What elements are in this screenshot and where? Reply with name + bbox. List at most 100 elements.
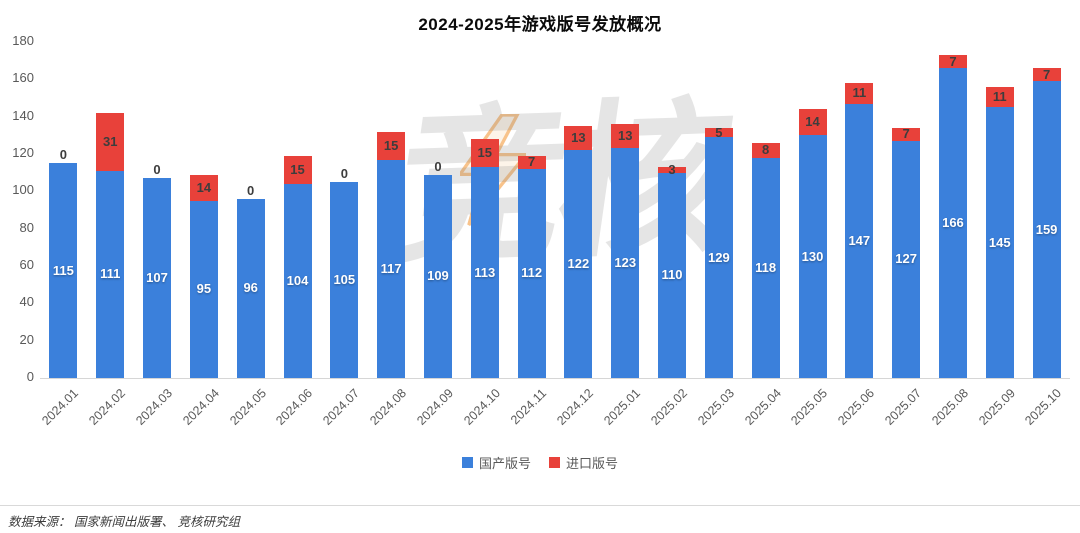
imported-segment <box>96 112 125 171</box>
x-axis-label: 2024.09 <box>414 386 456 428</box>
domestic-value-label: 111 <box>100 266 121 282</box>
x-axis-label: 2024.02 <box>86 386 129 428</box>
y-tick-label: 20 <box>19 331 34 347</box>
imported-value-label: 13 <box>617 128 633 144</box>
x-axis-label: 2025.09 <box>975 386 1018 428</box>
domestic-value-label: 166 <box>942 215 964 231</box>
x-axis-label: 2024.04 <box>179 386 222 428</box>
x-axis-label: 2025.02 <box>648 386 690 428</box>
domestic-segment <box>564 150 593 378</box>
domestic-segment <box>845 103 874 378</box>
legend-item-domestic: 国产版号 <box>461 453 531 472</box>
domestic-value-label: 115 <box>52 262 74 278</box>
y-tick-label: 160 <box>12 70 34 86</box>
domestic-segment <box>1032 81 1061 378</box>
imported-segment <box>938 55 967 69</box>
x-axis-label: 2025.10 <box>1022 386 1065 428</box>
imported-segment <box>283 155 312 184</box>
imported-value-label: 0 <box>153 162 161 178</box>
chart-title: 2024-2025年游戏版号发放概况 <box>418 15 662 34</box>
imported-swatch-icon <box>549 457 560 468</box>
domestic-segment <box>938 68 967 378</box>
imported-value-label: 0 <box>247 182 255 198</box>
y-tick-label: 140 <box>12 107 34 123</box>
imported-segment <box>845 83 874 104</box>
domestic-value-label: 104 <box>286 272 309 288</box>
x-axis-label: 2024.08 <box>367 386 410 428</box>
data-source-note: 数据来源： 国家新闻出版署、 竞核研究组 <box>8 515 240 529</box>
domestic-value-label: 129 <box>708 249 730 265</box>
stacked-bar: 129 5 <box>704 125 733 378</box>
x-axis-label: 2025.01 <box>601 386 644 428</box>
x-axis-label: 2025.05 <box>788 386 831 428</box>
domestic-segment <box>892 140 921 378</box>
imported-value-label: 14 <box>805 114 820 130</box>
domestic-value-label: 118 <box>755 259 777 275</box>
stacked-bar: 95 14 <box>189 174 218 378</box>
imported-value-label: 15 <box>477 145 492 161</box>
imported-value-label: 0 <box>434 158 442 174</box>
imported-segment <box>798 109 827 136</box>
domestic-segment <box>377 159 406 378</box>
imported-value-label: 7 <box>902 126 910 142</box>
domestic-segment <box>189 200 218 378</box>
stacked-bar: 147 11 <box>845 83 874 378</box>
domestic-value-label: 127 <box>895 251 917 267</box>
x-axis-label: 2025.03 <box>694 386 737 428</box>
imported-value-label: 0 <box>59 147 68 163</box>
stacked-bar: 111 31 <box>96 112 125 378</box>
domestic-segment <box>283 183 312 378</box>
plot-area: 115 0 111 31 107 0 95 14 96 0 104 15 105 0 117 15 109 0 11… <box>40 42 1070 379</box>
domestic-swatch-icon <box>461 457 473 468</box>
imported-value-label: 3 <box>668 161 676 177</box>
x-axis-label: 2025.07 <box>882 386 925 428</box>
domestic-value-label: 117 <box>380 260 402 276</box>
imported-segment <box>189 174 218 201</box>
x-axis-label: 2025.04 <box>741 386 784 428</box>
domestic-value-label: 145 <box>988 234 1011 250</box>
imported-segment <box>564 126 593 151</box>
domestic-segment <box>611 148 640 378</box>
imported-value-label: 13 <box>571 130 586 146</box>
legend-label-domestic: 国产版号 <box>478 456 531 471</box>
imported-segment <box>751 142 780 158</box>
stacked-bar: 122 13 <box>564 126 593 378</box>
stacked-bar: 107 0 <box>143 162 172 378</box>
domestic-segment <box>704 137 733 378</box>
y-tick-label: 180 <box>12 33 34 48</box>
domestic-segment <box>143 178 172 378</box>
legend-item-imported: 进口版号 <box>549 453 618 472</box>
y-tick-label: 120 <box>12 145 34 160</box>
domestic-segment <box>751 157 780 378</box>
domestic-value-label: 96 <box>243 280 258 296</box>
imported-segment <box>704 127 733 138</box>
imported-value-label: 0 <box>340 166 348 181</box>
x-axis-label: 2025.08 <box>929 386 971 428</box>
imported-segment <box>1032 68 1061 82</box>
domestic-value-label: 123 <box>614 255 637 271</box>
stacked-bar: 159 7 <box>1032 67 1061 378</box>
domestic-value-label: 107 <box>146 270 168 286</box>
domestic-segment <box>658 172 687 378</box>
stacked-bar: 112 7 <box>517 154 546 378</box>
stacked-bar: 115 0 <box>49 147 78 378</box>
domestic-value-label: 130 <box>801 248 824 264</box>
x-axis-label: 2024.11 <box>508 386 550 428</box>
imported-segment <box>985 86 1014 108</box>
imported-value-label: 7 <box>949 53 957 69</box>
domestic-segment <box>236 198 265 378</box>
domestic-segment <box>798 135 827 378</box>
stacked-bar: 145 11 <box>985 86 1014 378</box>
domestic-segment <box>423 174 452 378</box>
domestic-value-label: 147 <box>848 232 871 248</box>
y-tick-label: 60 <box>19 257 34 272</box>
x-axis-label: 2024.12 <box>554 386 597 428</box>
imported-value-label: 14 <box>196 179 212 195</box>
stacked-bar: 110 3 <box>658 162 687 378</box>
stacked-bar: 127 7 <box>892 126 921 378</box>
y-tick-label: 100 <box>12 182 34 198</box>
legend: 国产版号 进口版号 <box>0 453 1080 472</box>
y-tick-label: 40 <box>19 294 34 310</box>
stacked-bar: 109 0 <box>423 159 452 378</box>
x-axis-label: 2024.01 <box>39 386 82 428</box>
